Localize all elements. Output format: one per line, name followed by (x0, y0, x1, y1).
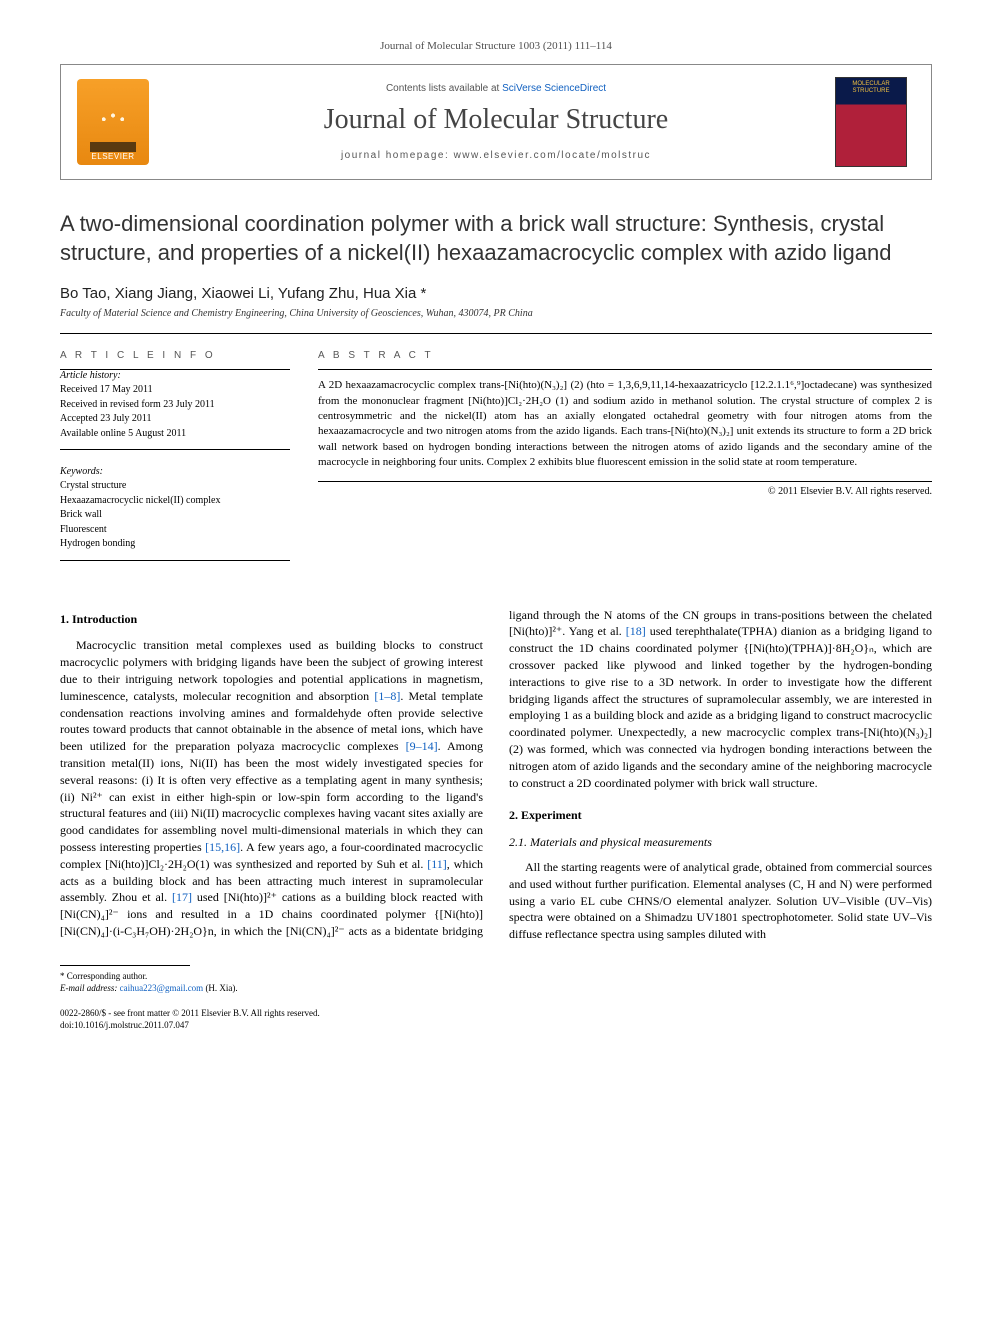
homepage-url[interactable]: www.elsevier.com/locate/molstruc (454, 150, 652, 161)
divider (60, 333, 932, 334)
abstract-label: A B S T R A C T (318, 350, 932, 361)
header-center: Contents lists available at SciVerse Sci… (173, 83, 819, 161)
email-label: E-mail address: (60, 983, 120, 993)
keywords-heading: Keywords: (60, 466, 290, 477)
info-abstract-grid: A R T I C L E I N F O Article history: R… (60, 340, 932, 577)
abstract-copyright: © 2011 Elsevier B.V. All rights reserved… (318, 486, 932, 497)
corresponding-author-note: * Corresponding author. (60, 970, 932, 982)
issn-line: 0022-2860/$ - see front matter © 2011 El… (60, 1008, 932, 1020)
citation-link[interactable]: [1–8] (374, 689, 400, 703)
journal-cover-thumb: MOLECULAR STRUCTURE (835, 77, 907, 167)
author-list: Bo Tao, Xiang Jiang, Xiaowei Li, Yufang … (60, 285, 932, 302)
homepage-line: journal homepage: www.elsevier.com/locat… (173, 150, 819, 161)
experiment-paragraph: All the starting reagents were of analyt… (509, 859, 932, 943)
citation-link[interactable]: [9–14] (406, 739, 438, 753)
article-info-column: A R T I C L E I N F O Article history: R… (60, 340, 290, 577)
history-line: Available online 5 August 2011 (60, 427, 290, 442)
citation-link[interactable]: [18] (626, 624, 646, 638)
email-line: E-mail address: caihua223@gmail.com (H. … (60, 982, 932, 994)
author-email-link[interactable]: caihua223@gmail.com (120, 983, 204, 993)
elsevier-logo: ELSEVIER (77, 79, 149, 165)
elsevier-label: ELSEVIER (91, 152, 134, 161)
cover-title: MOLECULAR STRUCTURE (836, 81, 906, 94)
doi-block: 0022-2860/$ - see front matter © 2011 El… (60, 1008, 932, 1031)
homepage-prefix: journal homepage: (341, 150, 454, 161)
keyword: Hexaazamacrocyclic nickel(II) complex (60, 494, 290, 509)
subsection-heading-materials: 2.1. Materials and physical measurements (509, 834, 932, 851)
affiliation: Faculty of Material Science and Chemistr… (60, 308, 932, 319)
keyword: Crystal structure (60, 479, 290, 494)
article-history-block: Article history: Received 17 May 2011 Re… (60, 370, 290, 450)
history-heading: Article history: (60, 370, 290, 381)
citation-link[interactable]: [15,16] (205, 840, 240, 854)
contents-line: Contents lists available at SciVerse Sci… (173, 83, 819, 94)
keyword: Brick wall (60, 508, 290, 523)
keyword: Fluorescent (60, 523, 290, 538)
email-suffix: (H. Xia). (203, 983, 238, 993)
section-heading-introduction: 1. Introduction (60, 611, 483, 628)
citation-link[interactable]: [17] (172, 890, 192, 904)
history-line: Accepted 23 July 2011 (60, 412, 290, 427)
footnote-rule (60, 965, 190, 966)
article-title: A two-dimensional coordination polymer w… (60, 210, 932, 267)
sciencedirect-link[interactable]: SciVerse ScienceDirect (502, 83, 606, 94)
section-heading-experiment: 2. Experiment (509, 807, 932, 824)
intro-text: . Among transition metal(II) ions, Ni(II… (60, 739, 483, 854)
intro-text: used terephthalate(TPHA) dianion as a br… (509, 624, 932, 789)
abstract-text: A 2D hexaazamacrocyclic complex trans-[N… (318, 370, 932, 481)
keyword: Hydrogen bonding (60, 537, 290, 552)
article-info-label: A R T I C L E I N F O (60, 350, 290, 361)
footnote-block: * Corresponding author. E-mail address: … (60, 965, 932, 994)
history-line: Received in revised form 23 July 2011 (60, 398, 290, 413)
history-line: Received 17 May 2011 (60, 383, 290, 398)
article-body: 1. Introduction Macrocyclic transition m… (60, 607, 932, 943)
journal-reference: Journal of Molecular Structure 1003 (201… (60, 40, 932, 52)
journal-name: Journal of Molecular Structure (173, 104, 819, 136)
contents-prefix: Contents lists available at (386, 83, 502, 94)
journal-header: ELSEVIER Contents lists available at Sci… (60, 64, 932, 180)
abstract-column: A B S T R A C T A 2D hexaazamacrocyclic … (318, 340, 932, 577)
citation-link[interactable]: [11] (427, 857, 447, 871)
doi-line: doi:10.1016/j.molstruc.2011.07.047 (60, 1020, 932, 1032)
elsevier-tree-icon (90, 104, 136, 152)
keywords-block: Keywords: Crystal structure Hexaazamacro… (60, 466, 290, 561)
